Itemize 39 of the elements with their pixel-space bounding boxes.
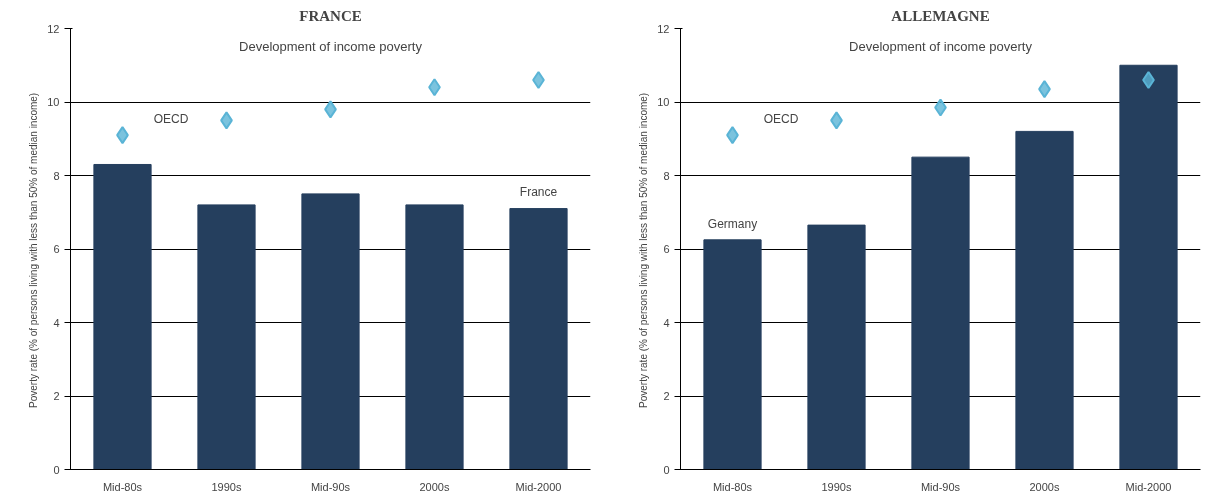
x-tick-label: Mid-80s — [712, 480, 753, 493]
y-tick-label: 2 — [53, 390, 60, 402]
bar — [1119, 64, 1178, 470]
text: OECD — [763, 111, 799, 126]
y-tick-label: 0 — [53, 463, 60, 476]
y-tick-label: 4 — [663, 316, 670, 329]
series-label: France — [519, 185, 558, 200]
bar — [1015, 130, 1074, 470]
series-label: Germany — [707, 216, 758, 231]
y-tick-label: 10 — [657, 96, 670, 108]
annotation: Development of income poverty — [849, 38, 1033, 54]
x-tick-label: 1990s — [211, 480, 242, 493]
y-axis-title: Poverty rate (% of persons living with less than 50% of median income) — [28, 92, 40, 408]
y-tick-label: 6 — [663, 243, 670, 255]
x-tick-label: Mid-80s — [102, 480, 143, 493]
x-tick-label: Mid-90s — [310, 480, 351, 493]
y-tick-label: 12 — [47, 22, 60, 35]
annotation: Development of income poverty — [239, 38, 423, 54]
y-tick-label: 8 — [53, 169, 60, 182]
x-tick-label: Mid-2000 — [515, 480, 562, 493]
x-tick-label: 2000s — [419, 480, 450, 493]
bar — [911, 156, 970, 470]
y-tick-label: 10 — [47, 96, 60, 108]
bar — [703, 239, 762, 470]
bar — [807, 224, 866, 470]
chart-title: ALLEMAGNE — [891, 7, 990, 24]
y-tick-label: 0 — [663, 463, 670, 476]
y-tick-label: 12 — [657, 22, 670, 35]
text: OECD — [153, 111, 189, 126]
chart-title: FRANCE — [299, 7, 362, 24]
x-tick-label: Mid-2000 — [1125, 480, 1172, 493]
y-tick-label: 8 — [663, 169, 670, 182]
y-axis-title: Poverty rate (% of persons living with less than 50% of median income) — [638, 92, 650, 408]
x-tick-label: 2000s — [1029, 480, 1060, 493]
y-tick-label: 4 — [53, 316, 60, 329]
x-tick-label: 1990s — [821, 480, 852, 493]
x-tick-label: Mid-90s — [920, 480, 961, 493]
y-tick-label: 2 — [663, 390, 670, 402]
y-tick-label: 6 — [53, 243, 60, 255]
